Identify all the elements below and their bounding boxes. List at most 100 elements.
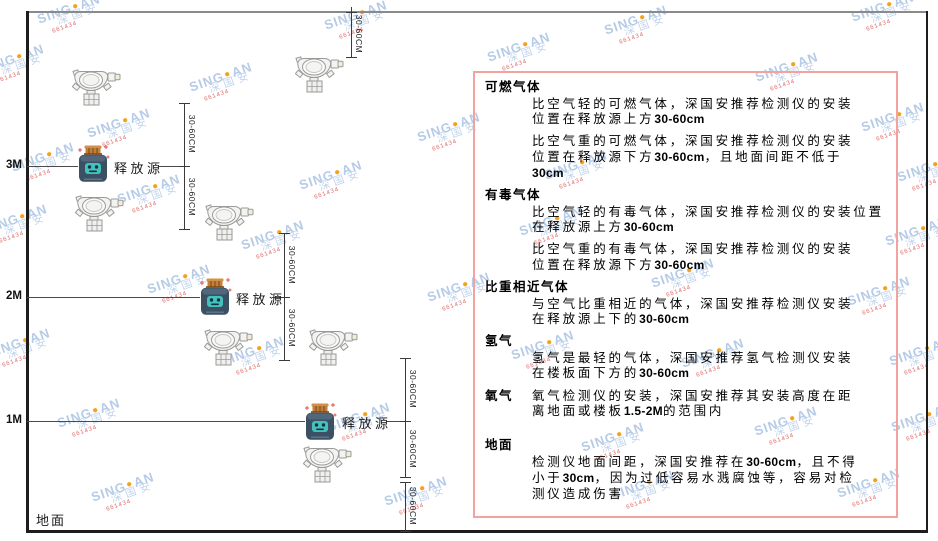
paragraph-line: 氧气检测仪的安装，深国安推荐其安装高度在距 bbox=[532, 387, 854, 403]
paragraph-line: 位置在释放源下方30-60cm，且地面间距不低于 bbox=[532, 148, 843, 164]
dimension-tick bbox=[400, 358, 411, 359]
panel-section: 比重相近气体与空气比重相近的气体，深国安推荐检测仪安装 在释放源上下的30-60c… bbox=[485, 279, 886, 327]
release-source-label: 释放源 bbox=[114, 162, 164, 177]
gas-detector-icon bbox=[72, 69, 121, 106]
watermark-cn-text: 深国安 bbox=[907, 342, 938, 370]
watermark-brand-text: SING●AN bbox=[0, 41, 47, 77]
singoan-watermark: SING●AN 深国安 661434 bbox=[187, 59, 259, 106]
dimension-label: 30-60CM bbox=[287, 245, 297, 285]
release-source-icon bbox=[78, 145, 110, 182]
dimension-label: 30-60CM bbox=[354, 14, 364, 54]
panel-section: 地面 检测仪地面间距，深国安推荐在30-60cm，且不得 小于30cm，因为过低容易… bbox=[485, 437, 886, 502]
watermark-dot-icon: ● bbox=[254, 342, 265, 355]
dimension-tick bbox=[179, 166, 190, 167]
watermark-dot-icon: ● bbox=[520, 38, 531, 51]
dimension-tick bbox=[279, 233, 290, 234]
release-source-label: 释放源 bbox=[236, 293, 286, 308]
watermark-dot-icon: ● bbox=[120, 114, 131, 127]
watermark-cn-text: 深国安 bbox=[109, 478, 156, 506]
watermark-cn-text: 深国安 bbox=[75, 404, 122, 432]
watermark-dot-icon: ● bbox=[788, 58, 799, 71]
paragraph-line: 在释放源上方30-60cm bbox=[532, 219, 674, 235]
singoan-watermark: SING●AN 深国安 661434 bbox=[849, 0, 921, 36]
dimension-label: 30-60CM bbox=[408, 369, 418, 409]
section-heading: 可燃气体 bbox=[485, 79, 542, 94]
connector-line bbox=[386, 421, 405, 422]
watermark-dot-icon: ● bbox=[460, 278, 471, 291]
watermark-cn-text: 深国安 bbox=[622, 11, 669, 39]
watermark-cn-text: 深国安 bbox=[909, 408, 938, 436]
connector-line bbox=[272, 297, 284, 298]
paragraph-line: 离地面或楼板1.5-2M的范围内 bbox=[532, 402, 725, 418]
watermark-red-text: 661434 bbox=[501, 58, 529, 73]
singoan-watermark: SING●AN 深国安 661434 bbox=[895, 149, 938, 196]
gas-detector-icon bbox=[205, 204, 254, 241]
watermark-brand-text: SING●AN bbox=[55, 395, 123, 431]
info-panel: 可燃气体比空气轻的可燃气体，深国安推荐检测仪的安装 位置在释放源上方30-60cm… bbox=[473, 71, 898, 518]
sparkle-marks bbox=[78, 145, 110, 159]
watermark-cn-text: 深国安 bbox=[903, 222, 938, 250]
panel-section: 氧气 氧气检测仪的安装，深国安推荐其安装高度在距 离地面或楼板1.5-2M的范围内 bbox=[485, 388, 886, 419]
paragraph-line: 位置在释放源下方30-60cm bbox=[532, 256, 705, 272]
watermark-cn-text: 深国安 bbox=[317, 166, 364, 194]
watermark-brand-text: SING●AN bbox=[187, 59, 255, 95]
watermark-cn-text: 深国安 bbox=[0, 50, 46, 78]
watermark-dot-icon: ● bbox=[332, 166, 343, 179]
gas-detector-icon bbox=[204, 329, 253, 366]
height-reference-line bbox=[27, 421, 305, 422]
singoan-watermark: SING●AN 深国安 661434 bbox=[55, 395, 127, 442]
gas-detector-icon bbox=[309, 329, 358, 366]
dimension-tick bbox=[346, 12, 357, 13]
singoan-watermark: SING●AN 深国安 661434 bbox=[35, 0, 107, 38]
connector-line bbox=[158, 166, 184, 167]
watermark-cn-text: 深国安 bbox=[29, 148, 76, 176]
paragraph-line: 比空气重的可燃气体，深国安推荐检测仪的安装 bbox=[532, 133, 854, 149]
release-source-icon bbox=[305, 403, 337, 440]
section-heading: 有毒气体 bbox=[485, 187, 542, 203]
watermark-brand-text: SING●AN bbox=[0, 201, 50, 237]
watermark-red-text: 661434 bbox=[905, 428, 933, 443]
gas-detector-icon bbox=[75, 195, 124, 232]
dimension-tick bbox=[400, 482, 411, 483]
watermark-red-text: 661434 bbox=[71, 424, 99, 439]
dimension-label: 30-60CM bbox=[408, 429, 418, 469]
height-reference-line bbox=[27, 297, 200, 298]
watermark-brand-text: SING●AN bbox=[297, 157, 365, 193]
dimension-tick bbox=[179, 229, 190, 230]
wall-line bbox=[26, 11, 29, 532]
release-source-icon bbox=[200, 278, 232, 315]
section-paragraph: 比空气轻的可燃气体，深国安推荐检测仪的安装 位置在释放源上方30-60cm bbox=[532, 96, 886, 127]
watermark-dot-icon: ● bbox=[44, 148, 55, 161]
section-paragraph: 比空气重的可燃气体，深国安推荐检测仪的安装 位置在释放源下方30-60cm，且地面… bbox=[532, 133, 886, 181]
section-paragraph: 比空气重的有毒气体，深国安推荐检测仪的安装 位置在释放源下方30-60cm bbox=[532, 241, 886, 272]
section-heading: 比重相近气体 bbox=[485, 278, 570, 294]
watermark-brand-text: SING●AN bbox=[89, 469, 157, 505]
dimension-label: 30-60CM bbox=[187, 177, 197, 217]
dimension-line bbox=[351, 7, 352, 57]
watermark-cn-text: 深国安 bbox=[135, 180, 182, 208]
watermark-red-text: 661434 bbox=[51, 20, 79, 35]
watermark-red-text: 661434 bbox=[903, 362, 931, 377]
watermark-red-text: 661434 bbox=[25, 168, 53, 183]
height-marker-label: 3M bbox=[6, 159, 22, 171]
watermark-red-text: 661434 bbox=[313, 186, 341, 201]
section-paragraph: 氢气是最轻的气体，深国安推荐氢气检测仪安装 在楼板面下方的30-60cm bbox=[532, 350, 886, 381]
watermark-brand-text: SING●AN bbox=[415, 109, 483, 145]
watermark-cn-text: 深国安 bbox=[207, 68, 254, 96]
ground-label: 地面 bbox=[36, 514, 67, 529]
paragraph-line: 比空气轻的可燃气体，深国安推荐检测仪的安装 bbox=[532, 96, 854, 111]
section-paragraph: 氧气检测仪的安装，深国安推荐其安装高度在距 离地面或楼板1.5-2M的范围内 bbox=[532, 388, 886, 419]
singoan-watermark: SING●AN 深国安 661434 bbox=[602, 2, 674, 49]
watermark-red-text: 661434 bbox=[105, 498, 133, 513]
section-heading: 地面 bbox=[485, 437, 514, 453]
paragraph-line: 测仪造成伤害 bbox=[532, 486, 624, 502]
watermark-brand-text: SING●AN bbox=[485, 29, 553, 65]
singoan-watermark: SING●AN 深国安 661434 bbox=[89, 469, 161, 516]
watermark-dot-icon: ● bbox=[180, 270, 191, 283]
height-marker-label: 2M bbox=[6, 290, 22, 302]
section-paragraph: 与空气比重相近的气体，深国安推荐检测仪安装 在释放源上下的30-60cm bbox=[532, 296, 886, 327]
dimension-label: 30-60CM bbox=[187, 114, 197, 154]
dimension-line bbox=[405, 482, 406, 531]
dimension-label: 30-60CM bbox=[408, 486, 418, 526]
